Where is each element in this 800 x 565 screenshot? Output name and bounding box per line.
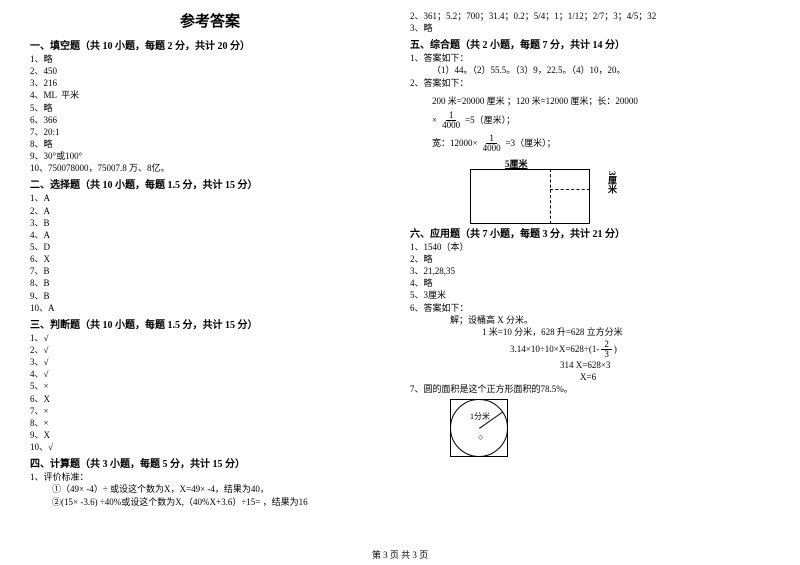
s5-eq1a: 200 米=20000 厘米 ；120 米=12000 厘米；长：20000 <box>410 95 770 107</box>
s3-i1: 1、√ <box>30 332 390 344</box>
eq2-pre: 宽：12000× <box>432 137 478 149</box>
sol1: 解；设桶高 X 分米。 <box>410 314 770 326</box>
s6-i6: 6、答案如下： <box>410 302 770 314</box>
dash-vertical <box>550 169 551 224</box>
s6-i1: 1、1540（本） <box>410 241 770 253</box>
fraction-icon: 1 4000 <box>439 111 463 130</box>
eq1a-text: 200 米=20000 厘米 ；120 米=12000 厘米；长：20000 <box>432 95 638 107</box>
s2-i4: 4、A <box>30 229 390 241</box>
doc-title: 参考答案 <box>30 10 390 31</box>
s3-i4: 4、√ <box>30 368 390 380</box>
s4-l3: ②(15× -3.6) ÷40%或设这个数为X,（40%X+3.6）÷15= ，… <box>30 496 390 508</box>
rectangle-figure: 5厘米 3厘米 <box>470 159 620 219</box>
s1-i5: 5、略 <box>30 102 390 114</box>
sol3-pre: 3.14×10÷10×X=628÷(1- <box>510 343 599 355</box>
s2-i8: 8、B <box>30 277 390 289</box>
page-footer: 第 3 页 共 3 页 <box>0 548 800 561</box>
s2-i9: 9、B <box>30 290 390 302</box>
center-dot: ○ <box>478 432 483 442</box>
eq1b-pre: × <box>432 114 437 126</box>
s5-l1: 1、答案如下： <box>410 52 770 64</box>
sol3-post: ) <box>614 343 617 355</box>
sol3: 3.14×10÷10×X=628÷(1- 2 3 ) <box>410 340 770 359</box>
s2-i6: 6、X <box>30 253 390 265</box>
fraction-icon: 1 4000 <box>480 134 504 153</box>
s6-i4: 4、略 <box>410 277 770 289</box>
s2-i2: 2、A <box>30 205 390 217</box>
s1-i7: 7、20:1 <box>30 126 390 138</box>
s5-eq2: 宽：12000× 1 4000 =3（厘米）； <box>410 134 770 153</box>
s2-i5: 5、D <box>30 241 390 253</box>
s5-eq1b: × 1 4000 =5（厘米）； <box>410 111 770 130</box>
s1-i2: 2、450 <box>30 65 390 77</box>
s1-i6: 6、366 <box>30 114 390 126</box>
section-3-head: 三、判断题（共 10 小题，每题 1.5 分，共计 15 分） <box>30 316 390 331</box>
s3-i9: 9、X <box>30 429 390 441</box>
s3-i10: 10、√ <box>30 441 390 453</box>
r2: 3、略 <box>410 22 770 34</box>
s2-i1: 1、A <box>30 192 390 204</box>
s6-i2: 2、略 <box>410 253 770 265</box>
s1-i3: 3、216 <box>30 77 390 89</box>
s1-i10: 10、750078000，75007.8 万、8亿。 <box>30 162 390 174</box>
sol2: 1 米=10 分米，628 升=628 立方分米 <box>410 326 770 338</box>
s3-i6: 6、X <box>30 393 390 405</box>
s2-i10: 10、A <box>30 302 390 314</box>
sol4: 314 X=628×3 <box>410 359 770 371</box>
radius-label: 1分米 <box>470 411 490 422</box>
s4-l2: ①（49× -4）÷ 或设这个数为X，X=49× -4，结果为40， <box>30 483 390 495</box>
s5-l3: 2、答案如下： <box>410 77 770 89</box>
right-column: 2、361；5.2；700；31.4；0.2；5/4；1；1/12；2/7；3；… <box>410 10 770 540</box>
section-2-head: 二、选择题（共 10 小题，每题 1.5 分，共计 15 分） <box>30 176 390 191</box>
section-6-head: 六、应用题（共 7 小题，每题 3 分，共计 21 分） <box>410 225 770 240</box>
sol5: X=6 <box>410 371 770 383</box>
s3-i5: 5、× <box>30 380 390 392</box>
r1: 2、361；5.2；700；31.4；0.2；5/4；1；1/12；2/7；3；… <box>410 10 770 22</box>
fig-right-label: 3厘米 <box>607 171 616 194</box>
s3-i8: 8、× <box>30 417 390 429</box>
s1-i1: 1、略 <box>30 53 390 65</box>
circle-figure: 1分米 ○ <box>450 399 512 461</box>
dash-horizontal <box>550 189 590 190</box>
eq1b-post: =5（厘米）； <box>465 114 515 126</box>
s2-i7: 7、B <box>30 265 390 277</box>
eq1b-den: 4000 <box>439 121 463 130</box>
s6-l7: 7、圆的面积是这个正方形面积的78.5%。 <box>410 383 770 395</box>
s1-i9: 9、30°或100° <box>30 150 390 162</box>
s3-i2: 2、√ <box>30 344 390 356</box>
rect-box <box>470 169 590 224</box>
s6-i3: 3、21,28,35 <box>410 265 770 277</box>
s5-l2: （1）44。（2）55.5。（3）9，22.5。（4）10，20。 <box>410 64 770 76</box>
sol3-den: 3 <box>601 350 612 359</box>
section-4-head: 四、计算题（共 3 小题，每题 5 分，共计 15 分） <box>30 455 390 470</box>
fraction-icon: 2 3 <box>601 340 612 359</box>
s1-i4: 4、ML 平米 <box>30 89 390 101</box>
s1-i8: 8、略 <box>30 138 390 150</box>
s3-i7: 7、× <box>30 405 390 417</box>
s6-i5: 5、3厘米 <box>410 289 770 301</box>
section-5-head: 五、综合题（共 2 小题，每题 7 分，共计 14 分） <box>410 36 770 51</box>
eq2-post: =3（厘米）； <box>506 137 556 149</box>
left-column: 参考答案 一、填空题（共 10 小题，每题 2 分，共计 20 分） 1、略 2… <box>30 10 390 540</box>
eq2-den: 4000 <box>480 144 504 153</box>
s4-l1: 1、评价标准： <box>30 471 390 483</box>
s2-i3: 3、B <box>30 217 390 229</box>
s3-i3: 3、√ <box>30 356 390 368</box>
section-1-head: 一、填空题（共 10 小题，每题 2 分，共计 20 分） <box>30 37 390 52</box>
